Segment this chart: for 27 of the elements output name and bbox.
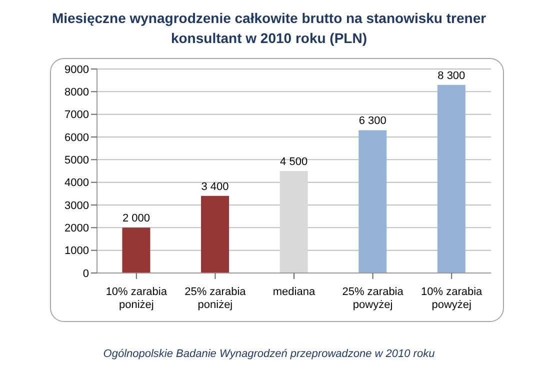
bar: [358, 130, 387, 273]
data-label: 2 000: [122, 212, 150, 225]
chart-title: Miesięczne wynagrodzenie całkowite brutto na stanowisku trener konsultant w 2010 roku (PLN): [50, 9, 488, 48]
y-tick-label: 6000: [64, 132, 89, 144]
bar: [437, 84, 466, 273]
y-tick-label: 7000: [64, 109, 89, 122]
y-tick-label: 5000: [64, 154, 89, 167]
data-label: 6 300: [358, 115, 386, 128]
data-label: 3 400: [201, 180, 229, 193]
text: Ogólnopolskie Badanie Wynagrodzeń przeprowadzone w 2010 roku: [102, 348, 436, 360]
y-tick-label: 0: [82, 268, 89, 280]
x-tick-label: 10% zarabia powyżej: [421, 286, 484, 311]
y-tick-label: 3000: [64, 200, 89, 212]
y-tick-label: 4000: [64, 177, 89, 190]
x-tick-label: 25% zarabia powyżej: [342, 286, 404, 311]
x-tick-label: mediana: [272, 286, 316, 298]
data-label: 8 300: [438, 70, 466, 82]
x-tick-label: 10% zarabia poniżej: [106, 286, 168, 311]
data-label: 4 500: [280, 156, 308, 168]
x-tick-label: 25% zarabia poniżej: [184, 286, 247, 311]
bar: [122, 228, 150, 273]
bar: [201, 196, 230, 273]
bar: [280, 171, 308, 273]
y-tick-label: 9000: [64, 64, 89, 76]
y-tick-label: 8000: [64, 86, 89, 99]
y-tick-label: 1000: [64, 245, 89, 258]
y-tick-label: 2000: [64, 222, 89, 235]
